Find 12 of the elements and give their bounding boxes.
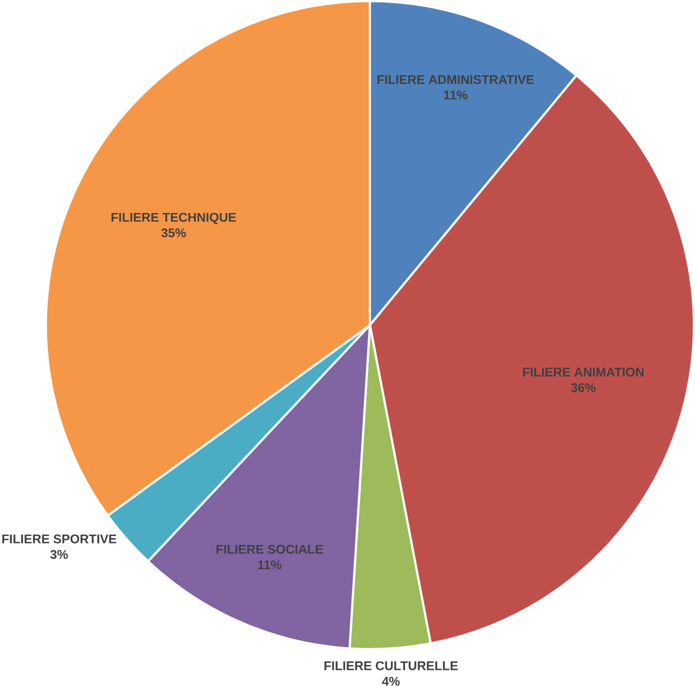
slice-label: FILIERE SPORTIVE — [2, 534, 116, 544]
slice-label: FILIERE ANIMATION — [523, 368, 644, 376]
slice-label: FILIERE SOCIALE — [216, 544, 323, 554]
data-label: 36% — [570, 383, 596, 392]
slice-label: FILIERE TECHNIQUE — [112, 212, 236, 224]
slice-label: FILIERE CULTURELLE — [324, 661, 458, 670]
slice-label: FILIERE ADMINISTRATIVE — [378, 75, 534, 84]
data-label: 11% — [258, 560, 282, 570]
data-label: 35% — [161, 228, 186, 238]
data-label: 3% — [50, 550, 68, 559]
data-label: 11% — [444, 90, 468, 100]
data-label: 4% — [382, 676, 400, 686]
